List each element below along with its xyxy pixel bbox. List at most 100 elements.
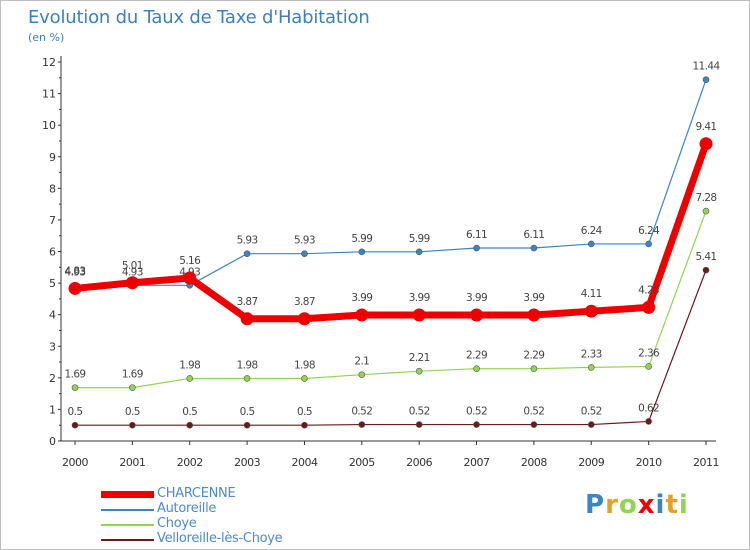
data-point <box>71 421 79 429</box>
data-label: 3.99 <box>466 292 487 304</box>
data-label: 4.23 <box>638 284 659 296</box>
data-point <box>645 240 652 248</box>
proxiti-logo: Proxiti <box>585 490 689 520</box>
legend-label: Velloreille-lès-Choye <box>157 531 283 546</box>
data-label: 3.99 <box>351 292 372 304</box>
y-tick-label: 3 <box>49 340 56 353</box>
data-point <box>301 421 308 429</box>
data-point <box>530 421 538 428</box>
data-point <box>301 250 308 258</box>
data-point <box>129 421 136 429</box>
data-label: 6.11 <box>523 229 544 241</box>
logo-letter: P <box>585 490 606 520</box>
data-label: 2.33 <box>581 348 602 360</box>
data-point <box>186 375 194 382</box>
data-label: 1.98 <box>179 359 200 371</box>
logo-letter: r <box>605 490 619 520</box>
y-tick-label: 11 <box>42 88 56 101</box>
chart-subtitle: (en %) <box>28 31 65 44</box>
data-label: 6.11 <box>466 229 487 241</box>
data-point <box>71 384 79 391</box>
data-label: 11.44 <box>692 61 720 73</box>
data-label: 7.28 <box>696 192 717 204</box>
x-tick-label: 2001 <box>119 456 145 469</box>
data-point <box>355 308 369 322</box>
data-label: 2.1 <box>354 356 369 368</box>
legend-label: Autoreille <box>157 501 217 516</box>
data-point <box>358 371 366 378</box>
data-label: 5.99 <box>409 233 430 245</box>
logo-letter: t <box>665 490 679 520</box>
data-label: 0.52 <box>581 406 602 418</box>
y-tick-label: 10 <box>42 119 56 132</box>
data-label: 5.41 <box>696 251 717 263</box>
data-label: 3.87 <box>294 296 315 308</box>
data-label: 2.29 <box>523 350 544 362</box>
data-point <box>358 248 366 256</box>
legend-swatch <box>101 491 154 498</box>
data-label: 0.52 <box>523 406 544 418</box>
data-label: 0.5 <box>125 406 140 418</box>
legend-swatch <box>101 509 154 511</box>
data-point <box>297 312 311 326</box>
data-point <box>415 421 423 428</box>
data-label: 2.29 <box>466 350 487 362</box>
data-label: 2.36 <box>638 347 660 359</box>
data-point <box>358 421 366 428</box>
y-tick-label: 5 <box>49 277 56 290</box>
data-label: 2.21 <box>409 352 430 364</box>
data-label: 9.41 <box>696 121 717 133</box>
data-point <box>186 421 194 429</box>
data-label: 0.62 <box>638 402 659 414</box>
data-point <box>645 363 652 370</box>
data-point <box>243 250 251 258</box>
data-label: 0.52 <box>351 406 372 418</box>
data-label: 0.5 <box>240 406 255 418</box>
data-label: 5.99 <box>351 233 372 245</box>
data-point <box>415 248 423 256</box>
data-point <box>642 300 656 314</box>
series-line <box>75 269 707 426</box>
data-label: 5.16 <box>179 255 201 267</box>
data-label: 6.24 <box>638 225 660 237</box>
data-point <box>412 308 426 322</box>
data-point <box>699 137 713 151</box>
data-label: 4.11 <box>581 288 602 300</box>
data-label: 1.98 <box>237 359 258 371</box>
data-label: 0.52 <box>466 406 487 418</box>
legend-label: CHARCENNE <box>157 486 236 501</box>
data-label: 1.69 <box>122 369 143 381</box>
x-tick-label: 2002 <box>177 456 203 469</box>
data-point <box>243 421 251 429</box>
y-tick-label: 12 <box>42 56 56 69</box>
data-point <box>645 418 652 425</box>
chart-title: Evolution du Taux de Taxe d'Habitation <box>28 7 370 28</box>
series-line <box>75 210 707 389</box>
y-tick-label: 4 <box>49 309 56 322</box>
data-point <box>415 367 423 375</box>
data-label: 5.01 <box>122 260 143 272</box>
legend-label: Choye <box>157 516 197 531</box>
data-point <box>125 276 139 290</box>
x-tick-label: 2010 <box>636 456 662 469</box>
data-point <box>702 207 710 215</box>
data-label: 0.5 <box>182 406 197 418</box>
series-line <box>75 79 707 286</box>
data-point <box>129 384 136 391</box>
x-tick-label: 2000 <box>62 456 88 469</box>
data-label: 3.99 <box>523 292 544 304</box>
y-tick-label: 8 <box>49 182 56 195</box>
data-point <box>243 375 251 382</box>
data-point <box>530 244 538 252</box>
data-label: 3.99 <box>409 292 430 304</box>
logo-letter: i <box>678 490 689 520</box>
data-point <box>584 304 598 318</box>
data-label: 1.98 <box>294 359 315 371</box>
logo-letter: x <box>637 490 656 520</box>
data-point <box>702 266 710 274</box>
series-line <box>74 142 710 323</box>
legend-swatch <box>101 539 154 541</box>
x-tick-label: 2011 <box>693 456 719 469</box>
data-point <box>587 421 595 428</box>
